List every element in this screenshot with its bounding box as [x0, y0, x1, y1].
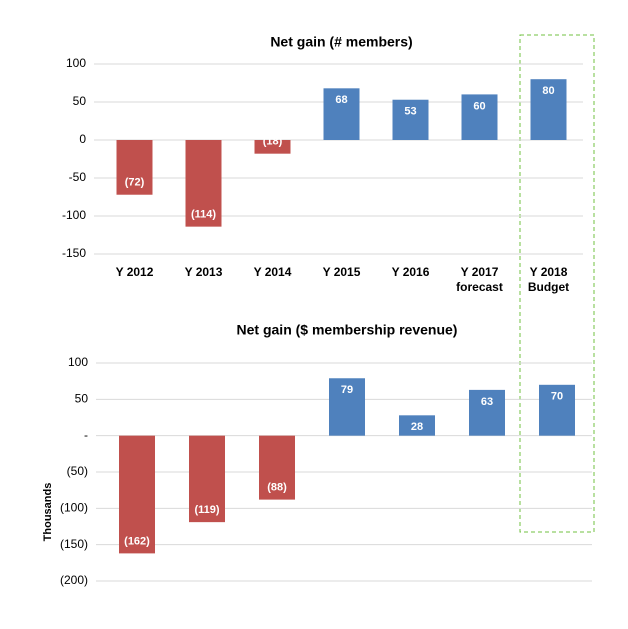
y-tick-label: 50	[73, 94, 87, 108]
y-tick-label: 0	[79, 132, 86, 146]
highlight-box	[519, 34, 595, 533]
bar	[254, 140, 291, 154]
y-axis-label: Thousands	[42, 483, 54, 542]
data-label: (18)	[263, 136, 283, 148]
bar	[119, 435, 155, 554]
y-tick-label: 50	[75, 392, 89, 406]
data-label: (88)	[267, 482, 287, 494]
data-label: 79	[341, 384, 353, 396]
y-tick-label: -	[84, 428, 88, 442]
y-tick-label: 100	[66, 56, 86, 70]
y-tick-label: (50)	[67, 464, 88, 478]
bar	[392, 99, 429, 140]
data-label: 63	[481, 396, 493, 408]
y-tick-label: (100)	[60, 501, 88, 515]
y-tick-label: 100	[68, 355, 88, 369]
y-tick-label: -150	[62, 246, 86, 260]
bar	[185, 140, 222, 227]
bar	[539, 384, 575, 436]
data-label: (119)	[194, 504, 219, 516]
data-label: 80	[542, 85, 554, 97]
bar	[530, 79, 567, 140]
bar	[259, 435, 295, 500]
bar	[116, 140, 153, 195]
x-tick-label: Y 2017	[461, 265, 499, 279]
y-tick-label: -100	[62, 208, 86, 222]
data-label: 68	[335, 94, 347, 106]
x-tick-label: Y 2016	[392, 265, 430, 279]
data-label: 28	[411, 421, 423, 433]
x-tick-label: Y 2014	[254, 265, 292, 279]
chart-title: Net gain (# members)	[270, 34, 412, 50]
chart-title: Net gain ($ membership revenue)	[237, 322, 458, 338]
y-tick-label: -50	[69, 170, 87, 184]
bar	[399, 415, 435, 436]
bar	[461, 94, 498, 140]
bar	[329, 378, 365, 436]
bar	[189, 435, 225, 523]
x-tick-label: Y 2013	[185, 265, 223, 279]
bar	[323, 88, 360, 140]
y-tick-label: (150)	[60, 537, 88, 551]
data-label: (162)	[124, 535, 150, 547]
x-tick-label: Y 2018	[530, 265, 568, 279]
x-tick-label: forecast	[456, 280, 503, 294]
bar	[469, 389, 505, 436]
y-tick-label: (200)	[60, 573, 88, 587]
data-label: (72)	[125, 177, 145, 189]
x-tick-label: Y 2012	[116, 265, 154, 279]
x-tick-label: Budget	[528, 280, 569, 294]
data-label: (114)	[191, 209, 216, 221]
x-tick-label: Y 2015	[323, 265, 361, 279]
data-label: 60	[473, 100, 485, 112]
data-label: 53	[404, 106, 416, 118]
data-label: 70	[551, 391, 563, 403]
